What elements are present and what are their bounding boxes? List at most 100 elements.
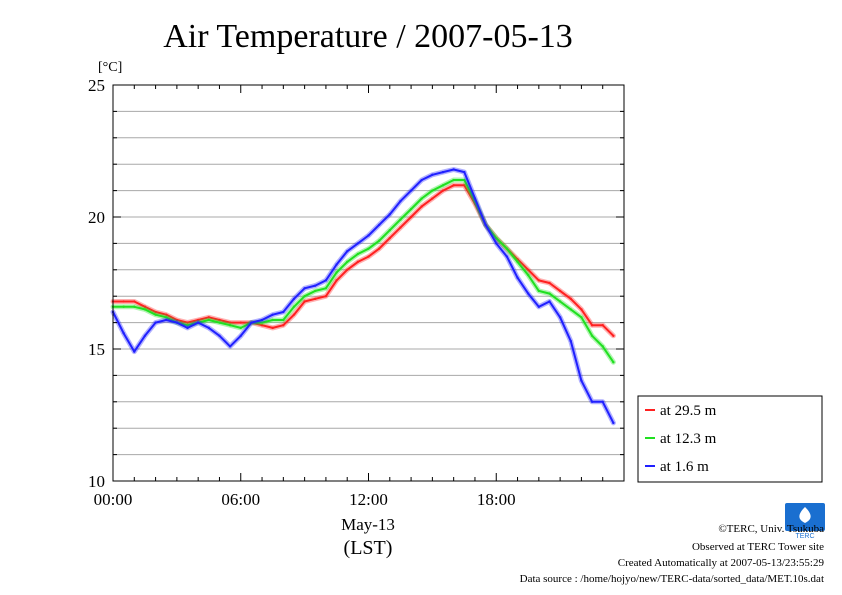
data-point-at-1-6-m [431,173,434,176]
data-point-at-1-6-m [314,284,317,287]
data-point-at-1-6-m [580,379,583,382]
data-point-at-29-5-m [367,255,370,258]
data-point-at-29-5-m [175,318,179,322]
data-point-at-12-3-m [516,260,519,264]
water-drop-icon [799,507,811,523]
data-point-at-12-3-m [356,252,360,256]
data-point-at-1-6-m [569,339,572,343]
copyright-text: ©TERC, Univ. Tsukuba [718,523,824,535]
legend-label-at-29-5-m: at 29.5 m [660,403,717,419]
data-point-at-12-3-m [260,321,264,324]
data-point-at-12-3-m [367,247,370,250]
data-point-at-1-6-m [133,350,136,353]
data-point-at-1-6-m [175,321,179,324]
data-point-at-1-6-m [186,326,189,330]
data-point-at-1-6-m [505,255,509,258]
series-lines [110,167,616,426]
data-point-at-29-5-m [612,334,615,337]
data-point-at-1-6-m [154,321,157,324]
data-point-at-29-5-m [186,321,189,324]
data-point-at-12-3-m [463,178,466,182]
series-line-at-29-5-m [112,184,615,337]
data-point-at-12-3-m [388,229,391,232]
created-text: Created Automatically at 2007-05-13/23:5… [618,557,825,569]
x-axis-ticks: 00:00 06:00 12:00 18:00 [94,85,625,509]
data-point-at-12-3-m [154,313,157,316]
data-point-at-12-3-m [431,189,434,192]
data-point-at-1-6-m [441,170,445,174]
data-point-at-29-5-m [377,247,381,250]
logo-text: TERC [795,533,814,540]
legend-box [637,395,823,483]
data-point-at-1-6-m [463,170,466,174]
data-point-at-12-3-m [409,207,413,211]
data-point-at-1-6-m [207,326,211,330]
data-point-at-29-5-m [399,226,402,229]
data-point-at-29-5-m [601,324,604,327]
data-point-at-1-6-m [324,279,328,282]
data-point-at-29-5-m [420,205,423,208]
data-point-at-29-5-m [388,236,391,240]
data-point-at-29-5-m [292,313,296,316]
data-point-at-1-6-m [250,321,253,324]
series-line-at-1-6-m [112,168,615,424]
data-point-at-12-3-m [271,318,274,322]
data-point-at-1-6-m [590,400,594,403]
data-point-at-29-5-m [218,318,221,322]
data-point-at-29-5-m [441,189,445,192]
data-point-at-1-6-m [484,223,487,227]
legend-label-at-12-3-m: at 12.3 m [660,431,717,447]
data-point-at-1-6-m [420,178,423,182]
data-point-at-29-5-m [165,313,168,316]
data-point-at-1-6-m [346,250,349,253]
legend-label-at-1-6-m: at 1.6 m [660,459,709,475]
data-point-at-29-5-m [260,324,264,327]
data-point-at-12-3-m [569,308,572,311]
data-point-at-29-5-m [143,305,147,308]
data-point-at-12-3-m [590,334,594,337]
data-point-at-1-6-m [388,213,391,216]
data-point-at-1-6-m [292,297,296,301]
y-tick-label: 25 [88,76,105,95]
terc-logo: TERC [785,503,825,540]
data-point-at-1-6-m [122,331,125,335]
x-tick-label: 00:00 [94,490,133,509]
data-point-at-12-3-m [558,300,562,303]
data-point-at-1-6-m [196,321,200,324]
data-point-at-1-6-m [452,168,455,171]
data-point-at-12-3-m [537,289,541,293]
data-point-at-1-6-m [165,318,168,322]
data-point-at-12-3-m [505,247,509,250]
data-point-at-12-3-m [292,305,296,308]
data-point-at-29-5-m [526,268,530,271]
data-point-at-29-5-m [548,281,551,285]
y-tick-label: 15 [88,340,105,359]
data-point-at-29-5-m [282,324,285,327]
data-point-at-1-6-m [601,400,604,403]
data-point-at-12-3-m [303,295,306,298]
data-point-at-29-5-m [324,295,328,298]
data-point-at-12-3-m [548,292,551,295]
data-point-at-1-6-m [239,334,242,337]
data-point-at-1-6-m [548,300,551,303]
data-point-at-29-5-m [314,297,317,301]
data-point-at-1-6-m [473,197,477,200]
data-point-at-1-6-m [228,345,232,348]
source-text: Data source : /home/hojyo/new/TERC-data/… [520,573,824,585]
data-point-at-12-3-m [335,271,338,274]
data-point-at-12-3-m [420,197,423,200]
data-point-at-1-6-m [271,313,274,316]
data-point-at-12-3-m [526,273,530,277]
data-point-at-1-6-m [399,199,402,203]
data-point-at-12-3-m [207,318,211,322]
y-tick-label: 20 [88,208,105,227]
data-point-at-29-5-m [569,297,572,301]
data-point-at-1-6-m [409,189,413,192]
data-point-at-1-6-m [558,316,562,319]
data-point-at-29-5-m [452,184,455,187]
data-point-at-12-3-m [452,178,455,182]
x-tick-label: 12:00 [349,490,388,509]
data-point-at-1-6-m [526,292,530,295]
data-point-at-12-3-m [239,326,242,330]
